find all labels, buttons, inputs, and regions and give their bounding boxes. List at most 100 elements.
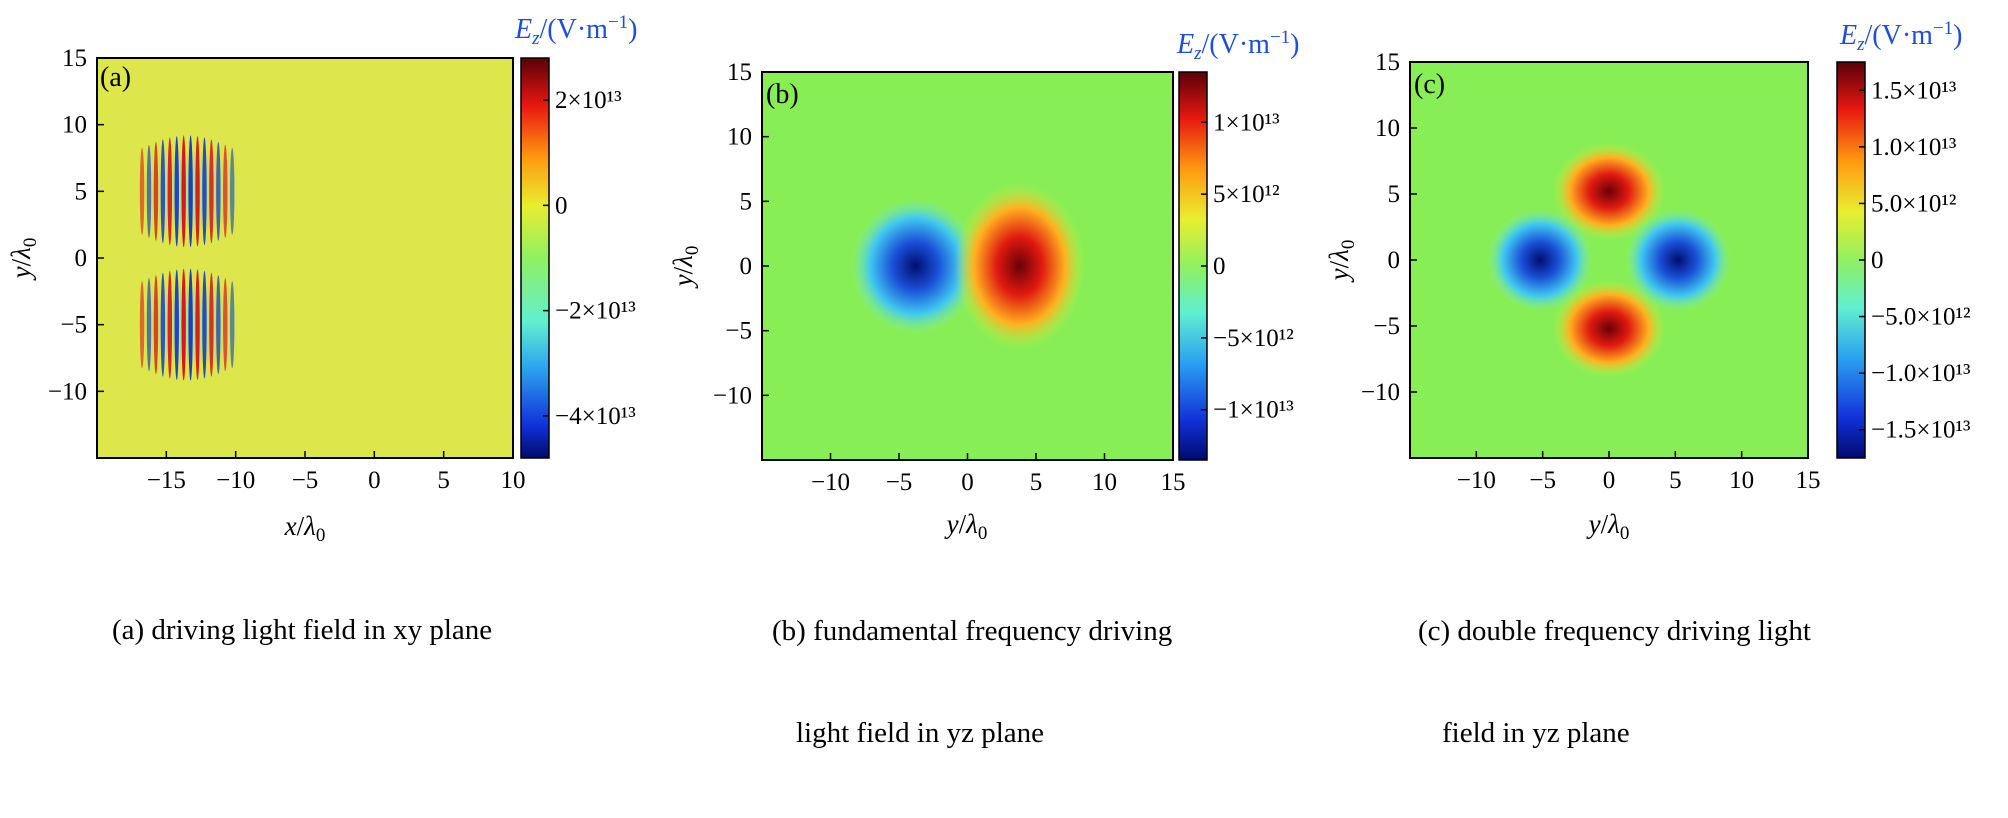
oscillation-stripe-halo (213, 152, 216, 231)
oscillation-stripe-halo (158, 285, 161, 364)
x-tick-label: 10 (1729, 467, 1754, 494)
x-tick-label: 0 (961, 469, 974, 496)
oscillation-stripe (181, 268, 186, 381)
colorbar-tick-label: 5.0×10¹² (1871, 190, 1956, 217)
x-tick-label: 15 (1796, 467, 1821, 494)
caption-c-line-1: (c) double frequency driving light (1418, 615, 1811, 647)
field-lobe-positive (1552, 280, 1666, 378)
oscillation-stripe (202, 137, 207, 246)
oscillation-stripe (167, 137, 173, 246)
oscillation-stripe (160, 272, 166, 377)
colorbar-title-a: Ez/(V·m−1) (514, 12, 638, 49)
oscillation-stripe-halo (172, 152, 175, 231)
oscillation-stripe (209, 139, 214, 244)
oscillation-stripe-halo (158, 152, 161, 231)
colorbar-tick-label: 1.5×10¹³ (1871, 77, 1957, 104)
y-tick-label: 0 (75, 245, 88, 272)
y-tick-label: −10 (713, 382, 752, 409)
panel-c-svg: (c) −10 −5 0 5 10 15 −10 −5 0 5 10 15 y/λ0 y/λ0 1.… (1324, 18, 1971, 544)
oscillation-stripe-halo (144, 152, 147, 231)
panel-a-svg: (a) −15 −10 −5 0 5 10 −10 −5 0 5 10 15 x/λ0 y/λ0 2… (6, 12, 638, 546)
oscillation-stripe-halo (234, 152, 237, 231)
y-tick-label: 0 (740, 253, 753, 280)
y-tick-label: 15 (727, 59, 752, 86)
x-tick-label: −5 (1529, 467, 1556, 494)
colorbar-tick-label: −4×10¹³ (555, 403, 636, 430)
oscillation-stripe (223, 278, 228, 372)
field-lobe-negative (1486, 208, 1594, 312)
x-axis-label-a: x/λ0 (284, 511, 326, 546)
panel-c: (c) −10 −5 0 5 10 15 −10 −5 0 5 10 15 y/λ0 y/λ0 1.… (1318, 0, 2008, 749)
oscillation-stripe-halo (179, 285, 182, 364)
colorbar-tick-label: 2×10¹³ (555, 87, 622, 114)
caption-b-line-1: (b) fundamental frequency driving (772, 615, 1173, 647)
oscillation-stripe-halo (227, 152, 230, 231)
colorbar-title-c: Ez/(V·m−1) (1839, 18, 1963, 55)
oscillation-stripe (216, 141, 221, 241)
y-tick-label: 0 (1388, 247, 1401, 274)
y-tick-label: 15 (1375, 49, 1400, 76)
field-lobe-positive (1552, 142, 1666, 240)
x-tick-label: 5 (1669, 467, 1682, 494)
colorbar-title-b: Ez/(V·m−1) (1176, 27, 1300, 64)
y-tick-label: −5 (725, 318, 752, 345)
oscillation-stripe-halo (220, 285, 223, 364)
oscillation-stripe (160, 139, 166, 244)
panel-a: (a) −15 −10 −5 0 5 10 −10 −5 0 5 10 15 x/λ0 y/λ0 2… (0, 0, 680, 646)
oscillation-stripe-halo (172, 285, 175, 364)
colorbar-tick-label: 0 (1213, 253, 1226, 280)
oscillation-stripe-halo (206, 152, 210, 231)
x-tick-label: 15 (1161, 469, 1186, 496)
oscillation-stripe (223, 144, 228, 238)
colorbar-tick-label: −5.0×10¹² (1871, 304, 1970, 331)
oscillation-stripe-halo (199, 152, 203, 231)
y-tick-label: 5 (75, 178, 88, 205)
plot-area-a (97, 58, 513, 458)
y-tick-label: −10 (48, 378, 87, 405)
y-axis-label-a: y/λ0 (6, 238, 41, 282)
caption-b-line-2: light field in yz plane (796, 717, 1045, 749)
colorbar-tick-label: −2×10¹³ (555, 298, 636, 325)
y-tick-label: 10 (727, 124, 752, 151)
y-tick-label: 5 (740, 188, 753, 215)
x-tick-label: −15 (147, 467, 186, 494)
y-tick-label: 15 (62, 45, 87, 72)
y-tick-label: 10 (1375, 115, 1400, 142)
panel-letter-c: (c) (1414, 69, 1445, 100)
x-tick-label: 0 (368, 467, 381, 494)
panel-letter-a: (a) (100, 62, 131, 93)
field-lobe-positive (954, 182, 1085, 350)
x-tick-label: 5 (1030, 469, 1043, 496)
y-tick-label: 5 (1388, 181, 1401, 208)
oscillation-stripe-halo (206, 285, 210, 364)
oscillation-stripe-halo (186, 152, 189, 231)
colorbar-tick-label: −5×10¹² (1213, 325, 1294, 352)
oscillation-stripe (139, 281, 145, 369)
oscillation-stripe-halo (213, 285, 216, 364)
colorbar-tick-label: −1.0×10¹³ (1871, 360, 1971, 387)
colorbar-tick-label: 1.0×10¹³ (1871, 134, 1957, 161)
caption-c-line-2: field in yz plane (1442, 717, 1630, 749)
oscillation-stripe-halo (192, 152, 196, 231)
oscillation-stripe (216, 275, 221, 375)
y-tick-label: 10 (62, 112, 87, 139)
oscillation-stripe (181, 135, 186, 248)
caption-b: (b) fundamental frequency driving light … (772, 546, 1172, 818)
oscillation-stripe (153, 141, 159, 241)
x-tick-label: 10 (501, 467, 526, 494)
colorbar-tick-label: −1×10¹³ (1213, 397, 1294, 424)
field-lobe-negative (850, 197, 981, 335)
oscillation-stripe (195, 136, 200, 247)
oscillation-stripe-halo (179, 152, 182, 231)
colorbar-tick-label: 1×10¹³ (1213, 109, 1280, 136)
colorbar-tick-label: 0 (1871, 247, 1884, 274)
x-axis-label-c: y/λ0 (1586, 509, 1630, 544)
oscillation-stripe-halo (151, 285, 154, 364)
oscillation-stripe-halo (144, 285, 147, 364)
oscillation-stripe-halo (186, 285, 189, 364)
colorbar-tick-label: −1.5×10¹³ (1871, 417, 1971, 444)
oscillation-stripe (188, 268, 193, 381)
x-tick-label: 5 (437, 467, 450, 494)
y-tick-label: −5 (1373, 313, 1400, 340)
y-tick-label: −10 (1361, 379, 1400, 406)
